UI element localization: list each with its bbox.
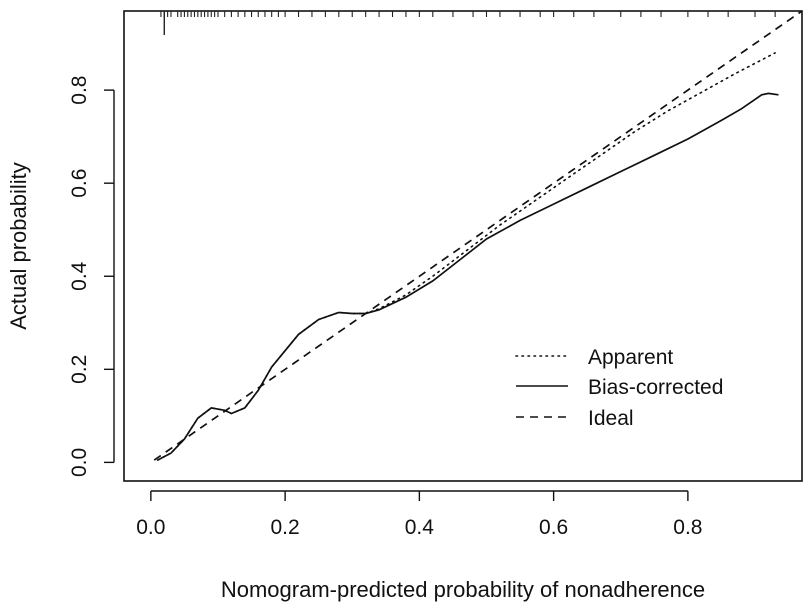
y-tick-label: 0.4 bbox=[68, 261, 91, 291]
x-tick-label: 0.4 bbox=[405, 516, 435, 539]
legend: Apparent Bias-corrected Ideal bbox=[515, 346, 723, 430]
x-tick-label: 0.8 bbox=[673, 516, 702, 539]
series-ideal-line bbox=[153, 10, 803, 461]
plot-area-frame bbox=[123, 10, 803, 482]
legend-label: Apparent bbox=[588, 346, 673, 369]
x-axis-label: Nomogram-predicted probability of nonadh… bbox=[221, 577, 705, 602]
x-tick-label: 0.0 bbox=[136, 516, 165, 539]
y-axis: 0.0 0.2 0.4 0.6 0.8 bbox=[68, 76, 115, 477]
y-tick-label: 0.2 bbox=[68, 355, 91, 384]
x-tick-label: 0.2 bbox=[271, 516, 300, 539]
series-bias-corrected-line bbox=[157, 92, 779, 461]
series-lines bbox=[153, 10, 803, 461]
x-axis: 0.0 0.2 0.4 0.6 0.8 bbox=[136, 490, 702, 539]
series-apparent-line bbox=[156, 52, 776, 461]
x-tick-label: 0.6 bbox=[539, 516, 568, 539]
legend-label: Ideal bbox=[588, 407, 634, 430]
y-tick-label: 0.0 bbox=[68, 448, 91, 477]
y-tick-label: 0.6 bbox=[68, 169, 91, 198]
y-tick-label: 0.8 bbox=[68, 76, 91, 105]
y-axis-label: Actual probability bbox=[6, 162, 31, 330]
legend-label: Bias-corrected bbox=[588, 376, 723, 399]
rug-ticks bbox=[160, 11, 776, 35]
